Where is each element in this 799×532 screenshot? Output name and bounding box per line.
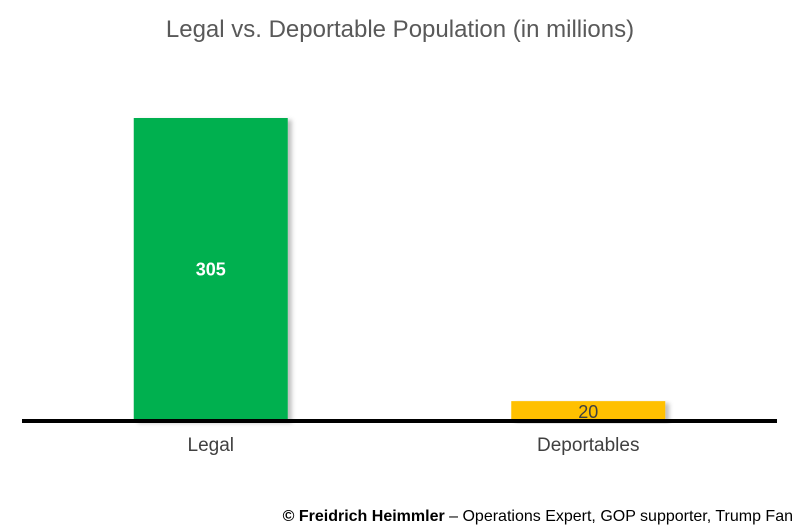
chart-title: Legal vs. Deportable Population (in mill…: [166, 16, 634, 43]
bar-legal: [133, 118, 288, 421]
data-label-legal: 305: [196, 260, 226, 280]
bar-deportables: [511, 401, 666, 421]
labels-layer: 305 Legal 20 Deportables: [188, 260, 640, 457]
category-label-deportables: Deportables: [537, 435, 639, 456]
footer-author: © Freidrich Heimmler: [282, 508, 445, 525]
copyright-footer: © Freidrich Heimmler – Operations Expert…: [283, 508, 793, 526]
category-label-legal: Legal: [188, 435, 235, 456]
data-label-deportables: 20: [578, 402, 598, 422]
bars-layer: [133, 118, 666, 421]
footer-description: – Operations Expert, GOP supporter, Trum…: [444, 508, 793, 525]
